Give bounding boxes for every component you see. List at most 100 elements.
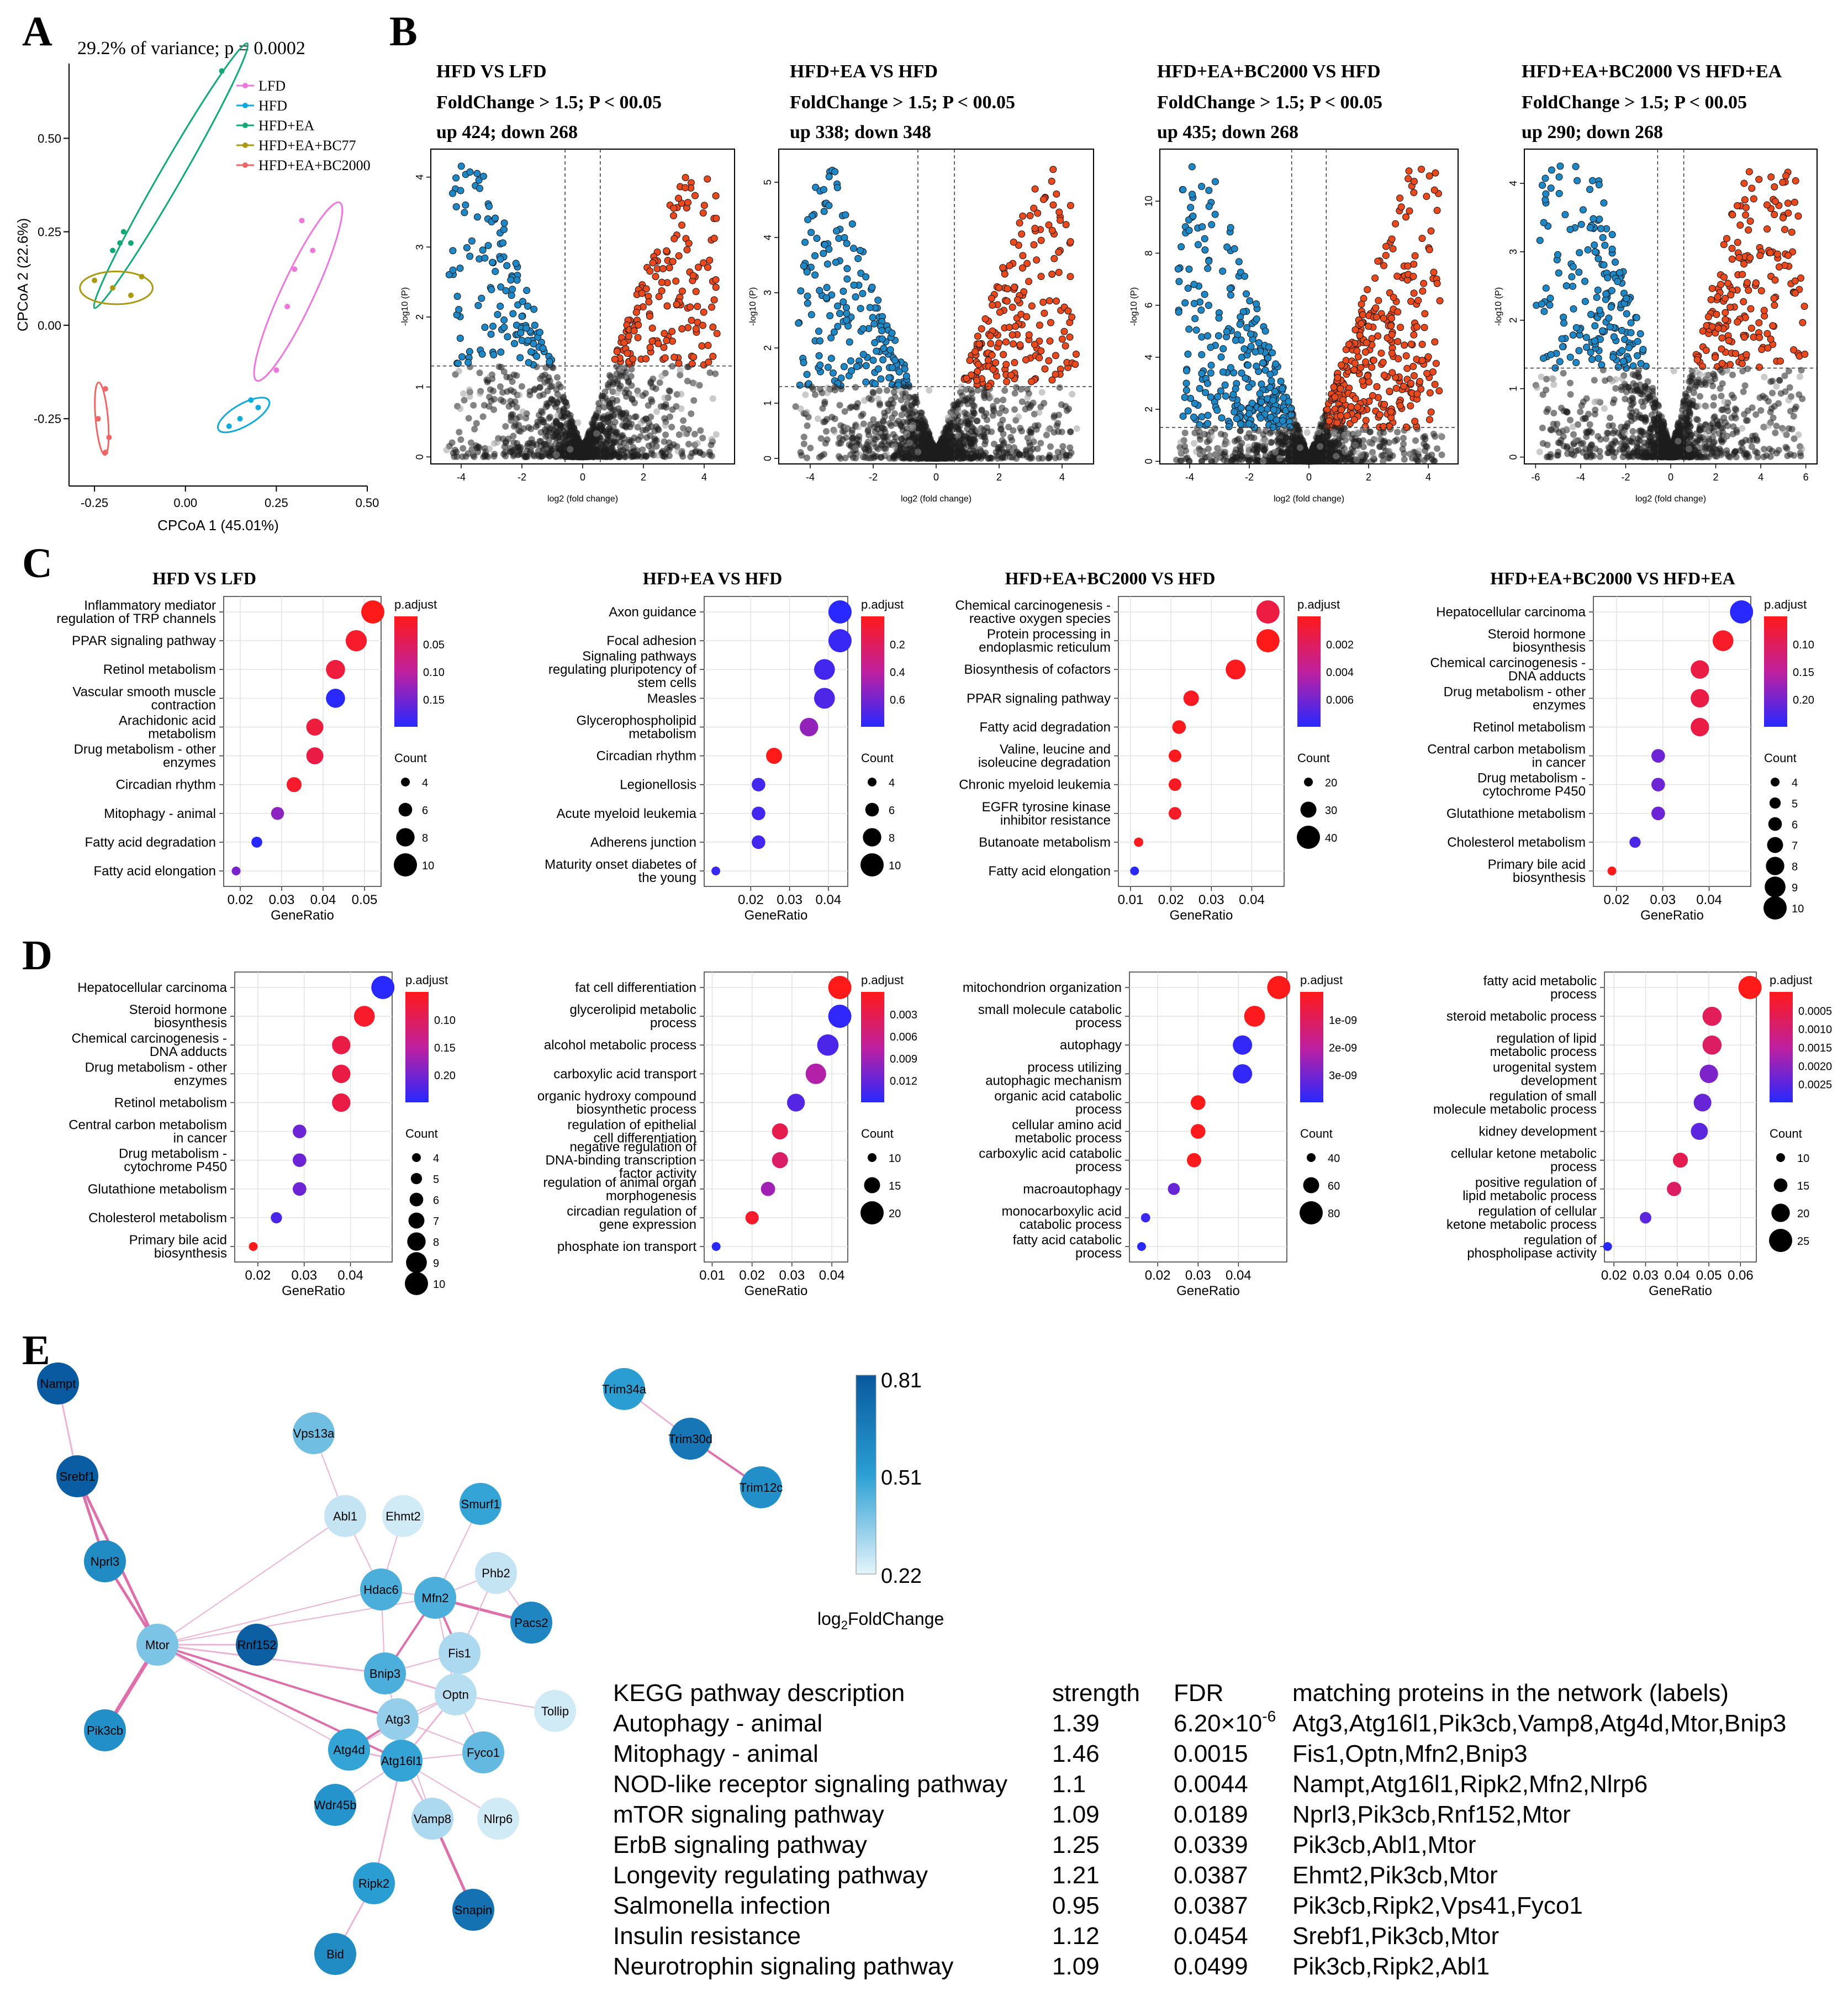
- volcano-up-point: [1427, 408, 1435, 416]
- volcano-up-point: [1058, 335, 1066, 343]
- volcano-ns-point: [540, 391, 547, 398]
- x-axis-label: log2 (fold change): [901, 494, 971, 504]
- volcano-down-point: [500, 324, 508, 331]
- volcano-ns-point: [1059, 443, 1066, 450]
- volcano-up-point: [1068, 313, 1076, 321]
- volcano-down-point: [456, 265, 464, 272]
- volcano-ns-point: [490, 453, 498, 460]
- volcano-ns-point: [921, 427, 928, 434]
- volcano-ns-point: [699, 435, 706, 442]
- volcano-up-point: [661, 330, 668, 337]
- volcano-ns-point: [802, 391, 809, 398]
- volcano-up-point: [1041, 309, 1048, 317]
- volcano-ns-point: [510, 452, 517, 460]
- volcano-ns-point: [983, 410, 990, 417]
- volcano-down-point: [1181, 299, 1189, 307]
- volcano-ns-point: [513, 372, 520, 379]
- volcano-down-point: [497, 303, 504, 310]
- ellipse-HFD+EA: [93, 42, 249, 309]
- volcano-ns-point: [1054, 448, 1062, 456]
- volcano-down-point: [820, 250, 827, 257]
- volcano-up-point: [629, 355, 637, 363]
- volcano-ns-point: [487, 386, 494, 393]
- volcano-ns-point: [999, 437, 1006, 444]
- volcano-up-point: [642, 355, 650, 363]
- volcano-ns-point: [525, 424, 532, 431]
- volcano-up-point: [995, 339, 1003, 347]
- volcano-up-point: [1410, 189, 1418, 197]
- volcano-ns-point: [900, 405, 907, 413]
- volcano-ns-point: [611, 419, 619, 426]
- volcano-ns-point: [562, 431, 569, 438]
- volcano-up-point: [1048, 271, 1056, 278]
- volcano-ns-point: [984, 416, 991, 424]
- volcano-ns-point: [820, 419, 827, 426]
- volcano-up-point: [1016, 341, 1024, 348]
- volcano-ns-point: [890, 431, 897, 438]
- volcano-up-point: [1022, 356, 1029, 364]
- volcano-ns-point: [553, 451, 560, 458]
- x-tick-label: -2: [869, 472, 878, 483]
- volcano-down-point: [1211, 210, 1219, 218]
- volcano-ns-point: [547, 413, 554, 420]
- volcano-down-point: [870, 320, 878, 328]
- volcano-ns-point: [1027, 448, 1034, 455]
- volcano-ns-point: [662, 401, 669, 408]
- volcano-ns-point: [1047, 443, 1054, 450]
- y-axis-label: -log10 (P): [748, 287, 758, 326]
- volcano-ns-point: [1038, 389, 1046, 396]
- volcano-up-point: [1066, 202, 1074, 209]
- volcano-ns-point: [477, 390, 484, 397]
- x-tick-label: 0: [933, 472, 939, 483]
- point-LFD: [292, 266, 298, 272]
- volcano-ns-point: [509, 411, 516, 418]
- volcano-up-point: [687, 303, 694, 311]
- volcano-ns-point: [963, 411, 970, 418]
- volcano-down-point: [481, 254, 489, 262]
- volcano-down-point: [478, 350, 486, 358]
- legend-dot: [242, 103, 248, 108]
- volcano-ns-point: [1063, 407, 1070, 414]
- volcano-down-point: [518, 313, 526, 320]
- volcano-up-point: [1009, 303, 1016, 311]
- volcano-ns-point: [667, 443, 674, 450]
- point-HFD+EA: [128, 240, 134, 246]
- legend-dot: [242, 83, 248, 88]
- volcano-ns-point: [852, 444, 859, 451]
- volcano-ns-point: [653, 408, 661, 415]
- volcano-ns-point: [696, 450, 704, 457]
- volcano-ns-point: [668, 424, 675, 431]
- volcano-up-point: [613, 348, 621, 356]
- volcano-up-point: [672, 277, 680, 285]
- volcano-up-point: [1401, 341, 1408, 349]
- volcano-down-point: [816, 287, 823, 294]
- volcano-ns-point: [822, 440, 829, 447]
- volcano-down-point: [504, 333, 511, 341]
- volcano-up-point: [1003, 297, 1011, 305]
- volcano-ns-point: [490, 406, 498, 413]
- volcano-up-point: [678, 325, 686, 332]
- volcano-ns-point: [600, 413, 608, 420]
- volcano-criteria: FoldChange > 1.5; P < 00.05: [790, 92, 1015, 113]
- volcano-up-point: [635, 321, 642, 329]
- volcano-ns-point: [497, 396, 504, 403]
- volcano-up-point: [694, 303, 701, 310]
- volcano-down-point: [1188, 163, 1196, 171]
- volcano-down-point: [1201, 291, 1208, 298]
- volcano-down-point: [448, 189, 456, 197]
- volcano-down-point: [1232, 336, 1239, 344]
- volcano-ns-point: [798, 452, 805, 459]
- y-tick-label: 5: [762, 179, 773, 185]
- volcano-down-point: [859, 289, 867, 297]
- volcano-down-point: [852, 293, 859, 301]
- volcano-up-point: [1040, 196, 1048, 203]
- volcano-ns-point: [841, 408, 848, 415]
- volcano-ns-point: [880, 418, 887, 425]
- volcano-down-point: [524, 337, 532, 345]
- volcano-up-point: [648, 337, 656, 345]
- volcano-down-point: [1215, 332, 1222, 340]
- volcano-down-point: [829, 369, 837, 377]
- volcano-ns-point: [522, 453, 530, 461]
- volcano-ns-point: [460, 390, 467, 397]
